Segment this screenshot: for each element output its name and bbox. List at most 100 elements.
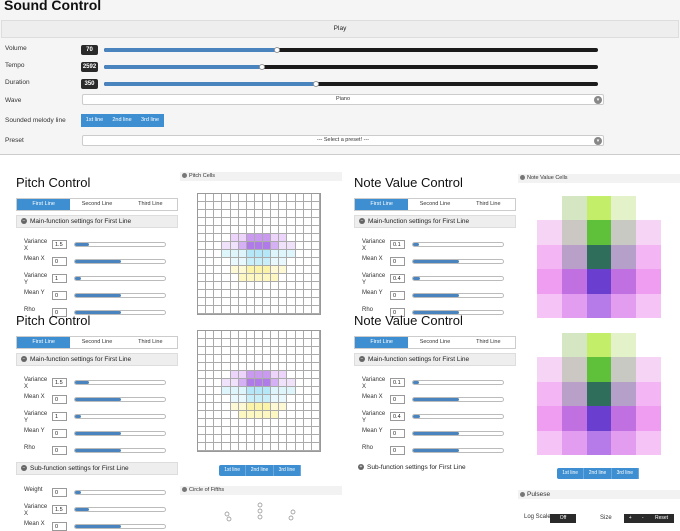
pitch-cell[interactable] (246, 427, 255, 435)
pitch-cell[interactable] (230, 258, 239, 266)
pitch-cell[interactable] (263, 379, 272, 387)
pitch-cell[interactable] (214, 226, 223, 234)
param-slider[interactable] (74, 524, 166, 529)
pitch-cell[interactable] (287, 274, 296, 282)
pitch-cell[interactable] (263, 355, 272, 363)
pitch-cell[interactable] (271, 379, 280, 387)
pitch-cell[interactable] (263, 371, 272, 379)
pitch-cell[interactable] (295, 242, 304, 250)
note-value-cell[interactable] (636, 293, 661, 318)
pitch-cell[interactable] (214, 427, 223, 435)
pitch-cell[interactable] (230, 298, 239, 306)
pitch-cell[interactable] (206, 435, 215, 443)
note-value-cell[interactable] (611, 406, 637, 431)
pitch-cell[interactable] (263, 363, 272, 371)
param-slider[interactable] (412, 380, 504, 385)
param-value-input[interactable]: 0 (390, 446, 405, 455)
pitch-cell[interactable] (206, 363, 215, 371)
pitch-cell[interactable] (222, 347, 231, 355)
note-value-cells-grid[interactable] (537, 196, 661, 318)
pitch-cell[interactable] (271, 347, 280, 355)
pitch-cell[interactable] (271, 218, 280, 226)
pitch-cell[interactable] (222, 226, 231, 234)
pitch-cell[interactable] (254, 363, 264, 371)
pitch-cell[interactable] (303, 355, 312, 363)
pitch-cell[interactable] (271, 202, 280, 210)
pitch-cell[interactable] (214, 234, 223, 242)
pitch-cell[interactable] (198, 218, 207, 226)
pitch-cell[interactable] (263, 435, 272, 443)
pitch-cell[interactable] (238, 242, 247, 250)
pitch-cell[interactable] (254, 419, 264, 427)
param-value-input[interactable]: 0 (390, 291, 405, 300)
pitch-cell[interactable] (263, 218, 272, 226)
pitch-cell[interactable] (254, 266, 264, 274)
pitch-cell[interactable] (254, 218, 264, 226)
pitch-cell[interactable] (198, 258, 207, 266)
note-value-cell[interactable] (611, 357, 637, 382)
note-3rd-line-button[interactable]: 3rd line (612, 468, 639, 479)
pitch-cell[interactable] (311, 419, 320, 427)
pitch-cell[interactable] (311, 411, 320, 419)
pitch-cell[interactable] (311, 435, 320, 443)
melody-tab-1st[interactable]: 1st line (81, 114, 108, 127)
pitch-cell[interactable] (287, 387, 296, 395)
pitch-cell[interactable] (222, 339, 231, 347)
pitch-cell[interactable] (222, 234, 231, 242)
pitch-cell[interactable] (279, 339, 288, 347)
pitch-cell[interactable] (214, 435, 223, 443)
pitch-cell[interactable] (254, 355, 264, 363)
pitch-cell[interactable] (303, 411, 312, 419)
pitch-cell[interactable] (295, 274, 304, 282)
pitch-cell[interactable] (279, 427, 288, 435)
pitch-cell[interactable] (311, 339, 320, 347)
tab-first-line[interactable]: First Line (355, 337, 409, 348)
param-slider[interactable] (412, 293, 504, 298)
pitch-cell[interactable] (311, 427, 320, 435)
note-value-cell[interactable] (611, 430, 637, 455)
pitch-cell[interactable] (287, 435, 296, 443)
pitch-cell[interactable] (263, 202, 272, 210)
pitch-cell[interactable] (287, 234, 296, 242)
param-slider[interactable] (74, 242, 166, 247)
pitch-cell[interactable] (214, 194, 223, 202)
pitch-cell[interactable] (303, 443, 312, 451)
pitch-cell[interactable] (214, 242, 223, 250)
pitch-cell[interactable] (263, 234, 272, 242)
pitch-cell[interactable] (222, 266, 231, 274)
pitch-cell[interactable] (287, 371, 296, 379)
size-plus-button[interactable]: + (628, 515, 632, 521)
pitch-cell[interactable] (279, 282, 288, 290)
pitch-cell[interactable] (311, 266, 320, 274)
pitch-cell[interactable] (230, 443, 239, 451)
pitch-cell[interactable] (254, 202, 264, 210)
note-value-cell[interactable] (537, 381, 562, 407)
param-slider[interactable] (74, 380, 166, 385)
param-value-input[interactable]: 0 (52, 395, 67, 404)
pitch-cell[interactable] (206, 443, 215, 451)
pitch-cell[interactable] (263, 274, 272, 282)
note-value-cell[interactable] (561, 381, 587, 407)
pitch-cell[interactable] (246, 242, 255, 250)
note-value-cell[interactable] (586, 196, 612, 221)
pitch-cell[interactable] (230, 435, 239, 443)
pitch-cell[interactable] (287, 363, 296, 371)
pitch-cell[interactable] (254, 234, 264, 242)
pitch-cell[interactable] (287, 194, 296, 202)
pitch-cell[interactable] (287, 411, 296, 419)
note-value-cell[interactable] (636, 244, 661, 270)
pitch-cell[interactable] (295, 435, 304, 443)
note-value-cell[interactable] (611, 293, 637, 318)
param-slider[interactable] (412, 259, 504, 264)
pitch-cell[interactable] (295, 210, 304, 218)
pitch-cell[interactable] (246, 210, 255, 218)
pitch-cell[interactable] (206, 371, 215, 379)
pitch-cell[interactable] (238, 274, 247, 282)
pitch-cell[interactable] (246, 290, 255, 298)
pitch-cell[interactable] (263, 331, 272, 339)
pitch-cell[interactable] (206, 339, 215, 347)
note-value-cell[interactable] (561, 406, 587, 431)
pitch-cell[interactable] (238, 306, 247, 314)
pitch-cell[interactable] (238, 419, 247, 427)
pitch-cell[interactable] (246, 306, 255, 314)
